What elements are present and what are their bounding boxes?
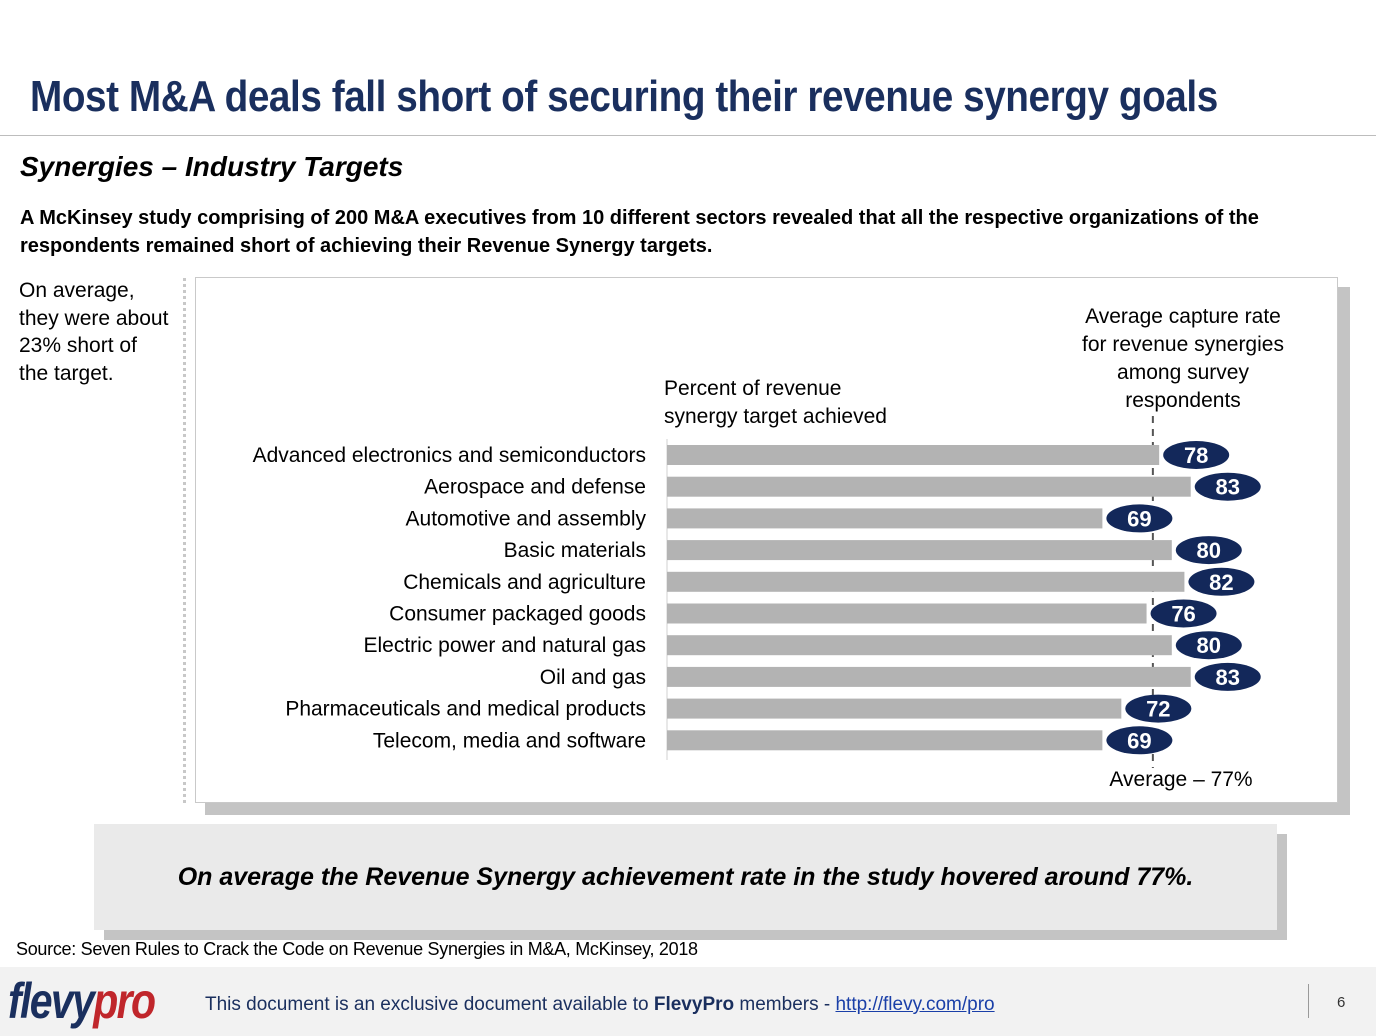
logo-part-pro: pro xyxy=(93,973,156,1029)
footer-divider xyxy=(1308,984,1309,1018)
footer-text-after: members - xyxy=(734,994,836,1015)
bar xyxy=(667,635,1172,656)
synergy-bar-chart: Percent of revenue synergy target achieve… xyxy=(253,305,1284,791)
category-label: Pharmaceuticals and medical products xyxy=(285,698,646,721)
title-divider xyxy=(0,135,1376,136)
footer-text: This document is an exclusive document a… xyxy=(205,994,995,1016)
value-label: 69 xyxy=(1127,728,1151,753)
page-title: Most M&A deals fall short of securing th… xyxy=(30,72,1218,121)
value-badge xyxy=(1125,694,1192,723)
value-label: 83 xyxy=(1215,475,1239,500)
bar xyxy=(667,476,1191,497)
chart-panel: Percent of revenue synergy target achieve… xyxy=(195,277,1338,803)
callout-text: On average the Revenue Synergy achieveme… xyxy=(177,862,1194,891)
category-label: Oil and gas xyxy=(540,666,646,689)
category-label: Advanced electronics and semiconductors xyxy=(253,444,646,467)
value-badge xyxy=(1106,726,1173,755)
average-reference-label: for revenue synergies xyxy=(1082,333,1284,356)
footer-brand: FlevyPro xyxy=(653,994,735,1015)
flevypro-logo[interactable]: flevypro xyxy=(8,972,156,1030)
flevy-pro-link[interactable]: http://flevy.com/pro xyxy=(835,994,995,1015)
category-label: Telecom, media and software xyxy=(373,729,646,752)
category-label: Electric power and natural gas xyxy=(364,634,647,657)
bar xyxy=(667,666,1191,687)
column-header-line: synergy target achieved xyxy=(664,405,887,428)
bar xyxy=(667,540,1172,561)
value-badge xyxy=(1163,441,1230,469)
page-number: 6 xyxy=(1337,994,1346,1011)
bar xyxy=(667,571,1185,592)
footer-bar xyxy=(0,967,1376,1036)
average-reference-label: among survey xyxy=(1117,361,1249,384)
value-badge xyxy=(1175,536,1242,565)
value-badge xyxy=(1194,472,1261,501)
dotted-divider xyxy=(183,278,186,803)
value-label: 78 xyxy=(1184,443,1208,468)
value-label: 82 xyxy=(1209,570,1233,595)
value-label: 80 xyxy=(1197,538,1221,563)
average-reference-label: respondents xyxy=(1125,389,1241,412)
value-label: 83 xyxy=(1215,665,1239,690)
category-label: Chemicals and agriculture xyxy=(403,571,646,594)
source-note: Source: Seven Rules to Crack the Code on… xyxy=(16,939,698,959)
logo-part-flevy: flevy xyxy=(8,973,95,1029)
value-label: 76 xyxy=(1171,602,1195,627)
value-label: 80 xyxy=(1197,633,1221,658)
value-label: 72 xyxy=(1146,697,1170,722)
category-label: Basic materials xyxy=(504,539,646,562)
bar xyxy=(667,730,1103,751)
category-label: Aerospace and defense xyxy=(424,476,646,499)
value-label: 69 xyxy=(1127,506,1151,531)
bar xyxy=(667,445,1160,465)
average-reference-label: Average capture rate xyxy=(1085,305,1281,328)
side-note: On average, they were about 23% short of… xyxy=(19,279,169,385)
value-badge xyxy=(1175,631,1242,660)
callout-box: On average the Revenue Synergy achieveme… xyxy=(94,824,1277,930)
footer-text-before: This document is an exclusive document a… xyxy=(205,994,654,1015)
section-subtitle: Synergies – Industry Targets xyxy=(20,151,404,182)
column-header-line: Percent of revenue xyxy=(664,377,841,400)
intro-text: A McKinsey study comprising of 200 M&A e… xyxy=(20,207,1259,257)
category-label: Consumer packaged goods xyxy=(389,603,646,626)
bar xyxy=(667,603,1147,624)
bar xyxy=(667,508,1103,529)
value-badge xyxy=(1150,599,1217,628)
category-label: Automotive and assembly xyxy=(406,507,647,530)
bar xyxy=(667,698,1122,719)
value-badge xyxy=(1194,662,1261,691)
value-badge xyxy=(1188,567,1255,596)
average-value-label: Average – 77% xyxy=(1109,768,1252,791)
value-badge xyxy=(1106,504,1173,533)
